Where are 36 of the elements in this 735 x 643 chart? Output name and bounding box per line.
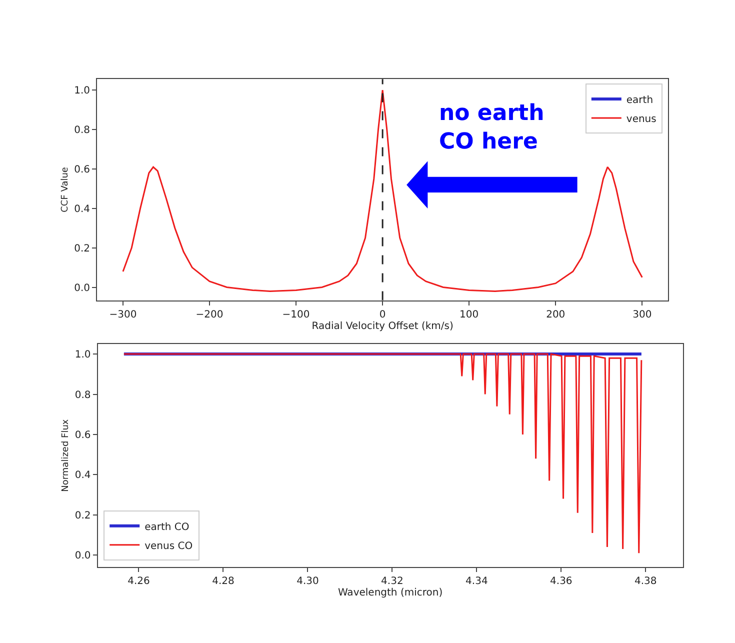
y-tick-label: 0.8: [74, 390, 91, 401]
annotation: no earth CO here: [439, 101, 544, 155]
x-tick-label: 4.32: [381, 576, 404, 588]
x-tick-label: 4.38: [634, 576, 657, 588]
x-tick-label: 4.36: [550, 576, 572, 588]
x-tick-label: 4.30: [296, 576, 319, 588]
x-tick-label: 4.28: [212, 576, 234, 588]
x-tick-label: −200: [196, 309, 224, 320]
x-tick-label: 4.26: [128, 576, 150, 588]
y-tick-label: 1.0: [74, 350, 91, 361]
x-tick-label: 200: [546, 309, 566, 320]
x-tick-label: 4.34: [466, 576, 488, 588]
y-tick-label: 0.4: [74, 470, 91, 482]
y-tick-label: 0.4: [74, 204, 90, 215]
legend-label: earth CO: [144, 522, 190, 533]
y-tick-label: 0.6: [74, 430, 91, 441]
legend-label: venus: [626, 114, 656, 125]
y-tick-label: 0.8: [74, 125, 90, 136]
legend-label: earth: [626, 94, 654, 106]
y-axis-title: CCF Value: [60, 166, 70, 212]
y-tick-label: 0.2: [74, 243, 90, 254]
x-tick-label: 300: [632, 309, 652, 320]
y-axis-title: Normalized Flux: [61, 418, 72, 492]
line-series: [123, 353, 642, 554]
x-tick-label: 0: [379, 309, 386, 320]
x-tick-label: −100: [282, 309, 310, 320]
x-axis-title: Wavelength (micron): [338, 588, 443, 599]
legend-label: venus CO: [144, 540, 193, 552]
y-tick-label: 0.0: [74, 282, 90, 294]
x-tick-label: −300: [109, 309, 137, 320]
y-tick-label: 0.6: [74, 164, 90, 176]
y-tick-label: 1.0: [74, 86, 90, 97]
x-axis-title: Radial Velocity Offset (km/s): [312, 320, 454, 332]
x-tick-label: 100: [460, 309, 479, 320]
y-tick-label: 0.2: [74, 510, 91, 522]
y-tick-label: 0.0: [74, 550, 91, 562]
